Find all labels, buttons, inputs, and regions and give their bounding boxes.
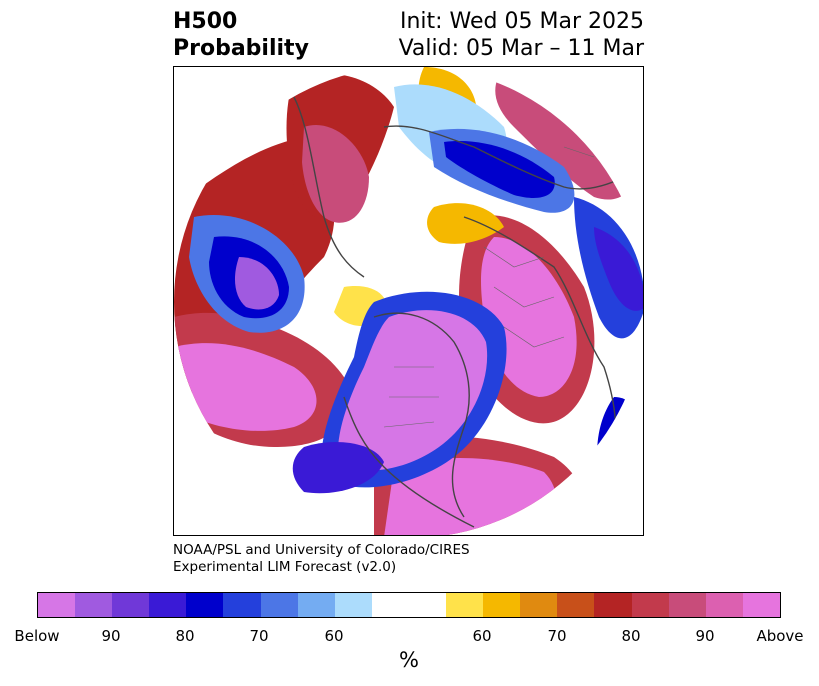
colorbar-unit: % [399, 648, 419, 672]
probability-colorbar [37, 592, 781, 618]
colorbar-segment [260, 593, 298, 617]
map-title: H500 Probability [173, 8, 309, 62]
colorbar-segment [186, 593, 224, 617]
colorbar-tick-label: 70 [547, 627, 567, 645]
polar-probability-map [174, 67, 643, 535]
title-variable: H500 [173, 9, 238, 34]
colorbar-tick-label: 80 [175, 627, 195, 645]
colorbar-segment [631, 593, 669, 617]
colorbar-segment [742, 593, 780, 617]
valid-range: Valid: 05 Mar – 11 Mar [398, 36, 644, 61]
colorbar-segment [594, 593, 632, 617]
colorbar-tick-label: 90 [101, 627, 121, 645]
colorbar-tick-label: Above [756, 627, 804, 645]
credit-line-2: Experimental LIM Forecast (v2.0) [173, 559, 397, 575]
credit-line-1: NOAA/PSL and University of Colorado/CIRE… [173, 542, 470, 558]
colorbar-segment [668, 593, 706, 617]
colorbar-segment [223, 593, 261, 617]
colorbar-segment [371, 593, 447, 617]
polar-map-frame [173, 66, 644, 536]
colorbar-tick-label: Below [14, 627, 60, 645]
init-date: Init: Wed 05 Mar 2025 [399, 9, 644, 34]
colorbar-segment [483, 593, 521, 617]
probability-field [174, 67, 643, 535]
colorbar-segment [149, 593, 187, 617]
colorbar-segment [38, 593, 76, 617]
colorbar-segment [75, 593, 113, 617]
colorbar-segment [112, 593, 150, 617]
colorbar-segment [334, 593, 372, 617]
title-quantity: Probability [173, 36, 309, 61]
credit-text: NOAA/PSL and University of Colorado/CIRE… [173, 542, 470, 576]
colorbar-segment [520, 593, 558, 617]
colorbar-tick-label: 90 [695, 627, 715, 645]
colorbar-segment [446, 593, 484, 617]
forecast-dates: Init: Wed 05 Mar 2025 Valid: 05 Mar – 11… [399, 8, 644, 62]
coastlines [293, 96, 625, 528]
colorbar-tick-label: 80 [621, 627, 641, 645]
colorbar-tick-label: 60 [472, 627, 492, 645]
colorbar-segment [557, 593, 595, 617]
colorbar-tick-label: 70 [249, 627, 269, 645]
colorbar-tick-label: 60 [324, 627, 344, 645]
colorbar-segment [705, 593, 743, 617]
colorbar-segment [297, 593, 335, 617]
